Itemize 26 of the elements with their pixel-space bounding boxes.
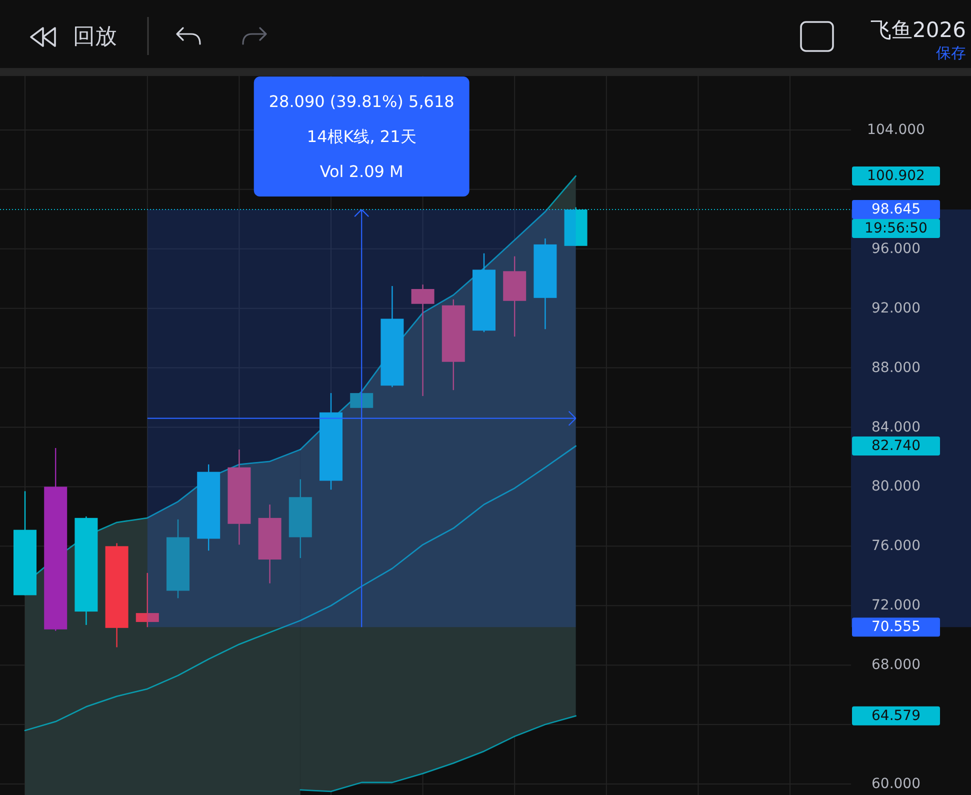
y-tick-label: 104.000 xyxy=(867,122,925,138)
y-tick-label: 68.000 xyxy=(872,657,920,674)
y-tick-label: 84.000 xyxy=(872,419,920,436)
toolbar: 回放 飞鱼2026 保存 xyxy=(30,17,966,62)
price-tag: 64.579 xyxy=(852,706,940,726)
y-tick-label: 96.000 xyxy=(872,240,920,257)
y-tick-label: 82.740 xyxy=(872,438,920,454)
ref-line-label: 98.645 xyxy=(872,202,920,218)
y-tick-label: 92.000 xyxy=(872,300,920,316)
measure-tooltip: 28.090 (39.81%) 5,618 14根K线, 21天 Vol 2.09 M xyxy=(254,76,470,197)
price-tag: 98.645 xyxy=(852,200,940,220)
price-tag: 70.555 xyxy=(852,618,940,637)
y-tick-label: 72.000 xyxy=(872,598,920,614)
y-tick-label: 100.902 xyxy=(867,168,925,184)
countdown-tag: 19:56:50 xyxy=(852,219,940,238)
y-tick-label: 76.000 xyxy=(872,538,920,554)
price-tag: 82.740 xyxy=(852,436,940,456)
y-tick-label: 80.000 xyxy=(872,478,920,495)
y-tick-label: 64.579 xyxy=(872,708,920,724)
annotation: 28.090 (39.81%) 5,618 xyxy=(268,92,454,112)
annotation: 14根K线, 21天 xyxy=(306,127,416,146)
y-tick-label: 88.000 xyxy=(872,360,920,376)
y-tick-label: 60.000 xyxy=(872,776,920,792)
y-tick-label: 70.555 xyxy=(872,619,920,636)
annotation: Vol 2.09 M xyxy=(320,162,404,182)
price-tag: 100.902 xyxy=(852,166,940,186)
